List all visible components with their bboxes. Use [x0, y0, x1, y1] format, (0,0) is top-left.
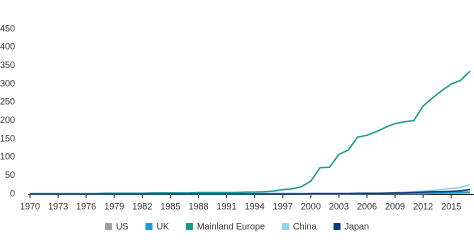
- y-tick-label: 100: [0, 152, 15, 162]
- x-tick-label: 2015: [441, 201, 461, 211]
- series-line: [30, 188, 471, 195]
- x-tick-label: 1988: [188, 201, 208, 211]
- legend-swatch: [333, 223, 341, 230]
- x-tick-label: 2012: [413, 201, 433, 211]
- y-tick-label: 350: [0, 60, 15, 70]
- x-tick-label: 1991: [217, 201, 237, 211]
- x-tick-label: 1985: [160, 201, 180, 211]
- y-tick-label: 150: [0, 133, 15, 143]
- y-tick-label: 50: [5, 170, 15, 180]
- y-tick-label: 400: [0, 42, 15, 52]
- legend-swatch: [282, 223, 290, 230]
- legend-swatch: [145, 223, 153, 230]
- x-tick-label: 1982: [132, 201, 152, 211]
- legend-swatch: [104, 223, 112, 230]
- legend: US UK Mainland Europe China Japan: [104, 221, 370, 231]
- y-tick-label: 0: [10, 188, 15, 198]
- x-tick-label: 2009: [385, 201, 405, 211]
- x-tick-label: 2006: [357, 201, 377, 211]
- x-tick-label: 2000: [301, 201, 321, 211]
- x-tick-label: 1979: [104, 201, 124, 211]
- legend-swatch: [185, 223, 193, 230]
- x-tick-label: 2003: [329, 201, 349, 211]
- x-tick-label: 1970: [20, 201, 40, 211]
- y-tick-label: 250: [0, 97, 15, 107]
- x-tick-label: 1997: [273, 201, 293, 211]
- x-tick-label: 1976: [76, 201, 96, 211]
- legend-label: Mainland Europe: [197, 221, 265, 231]
- x-tick-label: 1994: [245, 201, 265, 211]
- y-tick-label: 300: [0, 78, 15, 88]
- y-tick-label: 450: [0, 23, 15, 33]
- legend-label: China: [293, 221, 317, 231]
- y-tick-label: 200: [0, 115, 15, 125]
- series-line: [30, 70, 471, 195]
- legend-label: UK: [156, 221, 169, 231]
- legend-label: Japan: [345, 221, 370, 231]
- x-tick-label: 1973: [48, 201, 68, 211]
- legend-label: US: [116, 221, 129, 231]
